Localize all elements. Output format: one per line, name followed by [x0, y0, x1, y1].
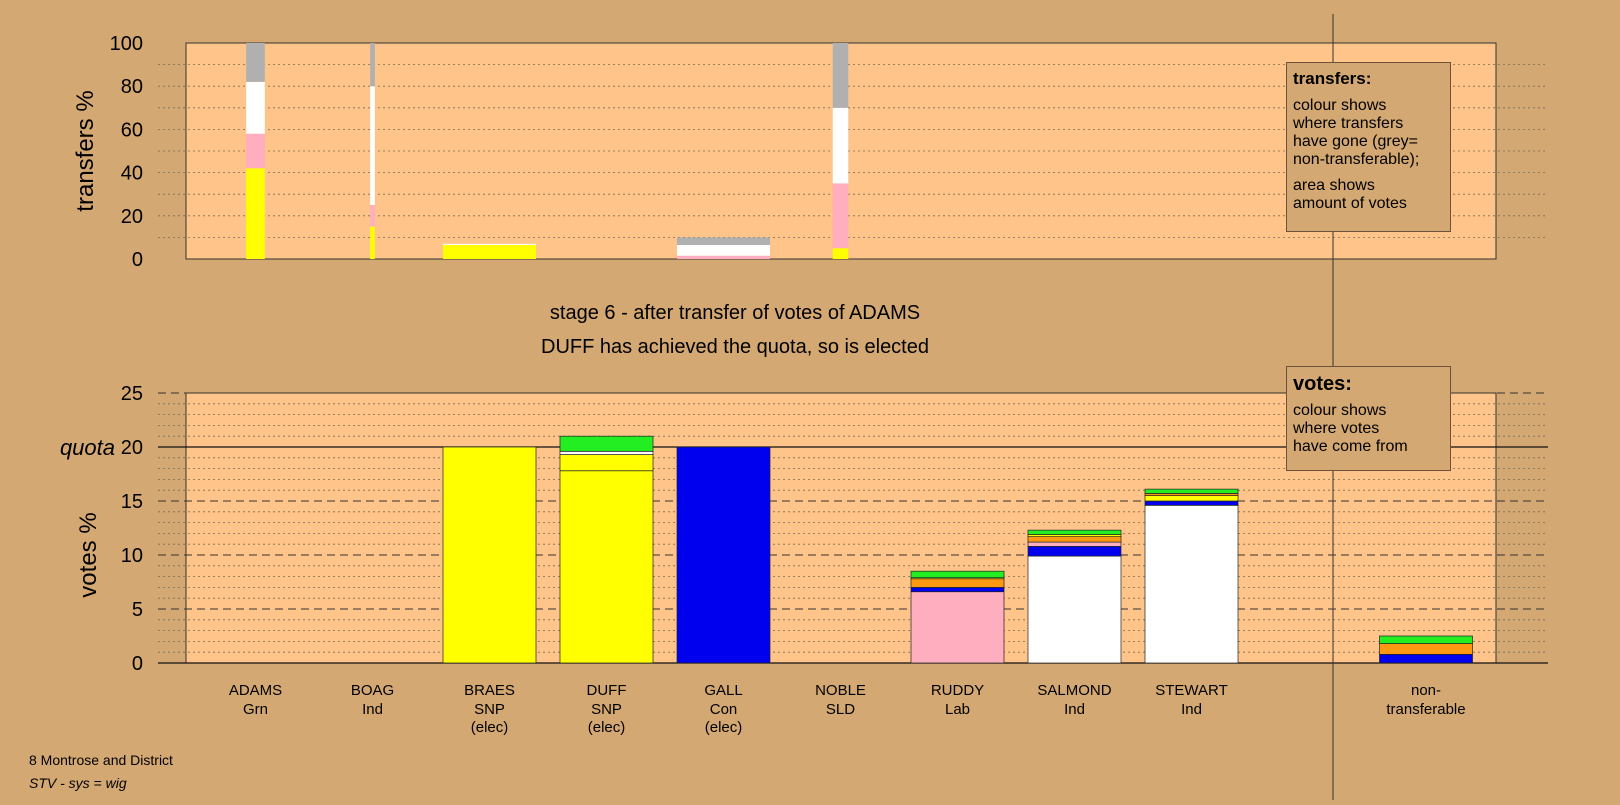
vote-bar-segment	[559, 454, 654, 472]
candidate-name-label: ADAMS	[229, 682, 282, 699]
transfer-bar-segment	[677, 237, 770, 245]
candidate-party-label: Ind	[1064, 701, 1085, 718]
footer-area-name: 8 Montrose and District	[29, 752, 173, 768]
vote-bar-segment	[1379, 654, 1473, 664]
candidate-party-label: transferable	[1386, 701, 1465, 718]
vote-bar-segment	[1144, 504, 1239, 664]
transfers-y-tick-label: 100	[110, 33, 143, 55]
candidate-party-label: SNP	[474, 701, 505, 718]
vote-bar-segment	[442, 446, 537, 664]
vote-bar-segment	[1027, 555, 1122, 664]
transfer-bar-segment	[677, 255, 770, 259]
candidate-status-label: (elec)	[471, 719, 509, 736]
vote-bar-segment	[910, 578, 1005, 588]
vote-bar-segment	[559, 435, 654, 452]
transfer-bar-segment	[832, 107, 849, 184]
vote-bar-segment	[1027, 529, 1122, 535]
transfers-legend: transfers: colour shows where transfers …	[1286, 62, 1451, 232]
candidate-name-label: non-	[1411, 682, 1441, 699]
transfers-legend-text-area: area shows amount of votes	[1293, 177, 1407, 212]
candidate-name-label: NOBLE	[815, 682, 866, 699]
vote-bar-segment	[1027, 546, 1122, 557]
footer-system: STV - sys = wig	[29, 775, 127, 791]
stage-title: stage 6 - after transfer of votes of ADA…	[550, 302, 920, 324]
candidate-party-label: SNP	[591, 701, 622, 718]
vote-bar-segment	[910, 587, 1005, 593]
votes-y-tick-label: 0	[132, 653, 143, 675]
votes-y-tick-label: 10	[121, 545, 143, 567]
transfer-bar-segment	[677, 244, 770, 256]
transfer-bar-segment	[370, 226, 375, 259]
vote-bar-segment	[559, 450, 654, 455]
transfers-legend-text-colour: colour shows where transfers have gone (…	[1293, 97, 1420, 168]
transfers-y-tick-label: 0	[132, 249, 143, 271]
transfers-legend-title: transfers:	[1293, 69, 1372, 88]
candidate-party-label: Ind	[362, 701, 383, 718]
transfer-bar-segment	[246, 168, 265, 259]
vote-bar-segment	[910, 570, 1005, 579]
transfer-bar-segment	[443, 244, 536, 259]
transfers-y-tick-label: 20	[121, 206, 143, 228]
candidate-name-label: DUFF	[587, 682, 627, 699]
vote-bar-segment	[1144, 495, 1239, 502]
vote-bar-segment	[1027, 541, 1122, 547]
transfer-bar-segment	[443, 243, 536, 245]
candidate-party-label: Con	[710, 701, 738, 718]
candidate-name-label: BRAES	[464, 682, 515, 699]
transfer-bar-segment	[246, 43, 265, 82]
votes-y-tick-label: 25	[121, 383, 143, 405]
transfer-bar-segment	[832, 248, 849, 259]
candidate-name-label: STEWART	[1155, 682, 1228, 699]
votes-legend-text: colour shows where votes have come from	[1293, 402, 1408, 455]
candidate-party-label: SLD	[826, 701, 855, 718]
transfer-bar-segment	[832, 183, 849, 249]
vote-bar-segment	[1379, 635, 1473, 644]
transfer-bar-segment	[370, 86, 375, 205]
votes-y-axis-label: votes %	[75, 512, 102, 597]
vote-bar-segment	[676, 446, 771, 664]
vote-bar-segment	[1027, 536, 1122, 543]
vote-bar-segment	[1379, 643, 1473, 655]
votes-y-tick-label: 5	[132, 599, 143, 621]
candidate-party-label: Ind	[1181, 701, 1202, 718]
candidate-name-label: RUDDY	[931, 682, 984, 699]
transfer-bar-segment	[246, 81, 265, 134]
stage-subtitle: DUFF has achieved the quota, so is elect…	[541, 336, 929, 358]
candidate-party-label: Grn	[243, 701, 268, 718]
vote-bar-segment	[1144, 488, 1239, 494]
candidate-name-label: SALMOND	[1037, 682, 1111, 699]
votes-legend: votes: colour shows where votes have com…	[1286, 366, 1451, 471]
transfers-y-tick-label: 80	[121, 76, 143, 98]
transfer-bar-segment	[832, 43, 849, 108]
transfers-y-axis-label: transfers %	[72, 90, 99, 211]
transfer-bar-segment	[370, 43, 375, 87]
candidate-status-label: (elec)	[705, 719, 743, 736]
votes-y-tick-label: 20	[121, 437, 143, 459]
transfer-bar-segment	[246, 133, 265, 169]
transfers-y-tick-label: 60	[121, 119, 143, 141]
candidate-party-label: Lab	[945, 701, 970, 718]
candidate-name-label: BOAG	[351, 682, 394, 699]
votes-plot-area	[185, 392, 1497, 664]
vote-bar-segment	[910, 591, 1005, 664]
vote-bar-segment	[1144, 500, 1239, 506]
transfer-bar-segment	[370, 205, 375, 227]
candidate-status-label: (elec)	[588, 719, 626, 736]
transfers-y-tick-label: 40	[121, 163, 143, 185]
quota-label: quota	[60, 435, 115, 460]
vote-bar-segment	[559, 470, 654, 664]
candidate-name-label: GALL	[704, 682, 742, 699]
votes-legend-title: votes:	[1293, 373, 1352, 395]
votes-y-tick-label: 15	[121, 491, 143, 513]
